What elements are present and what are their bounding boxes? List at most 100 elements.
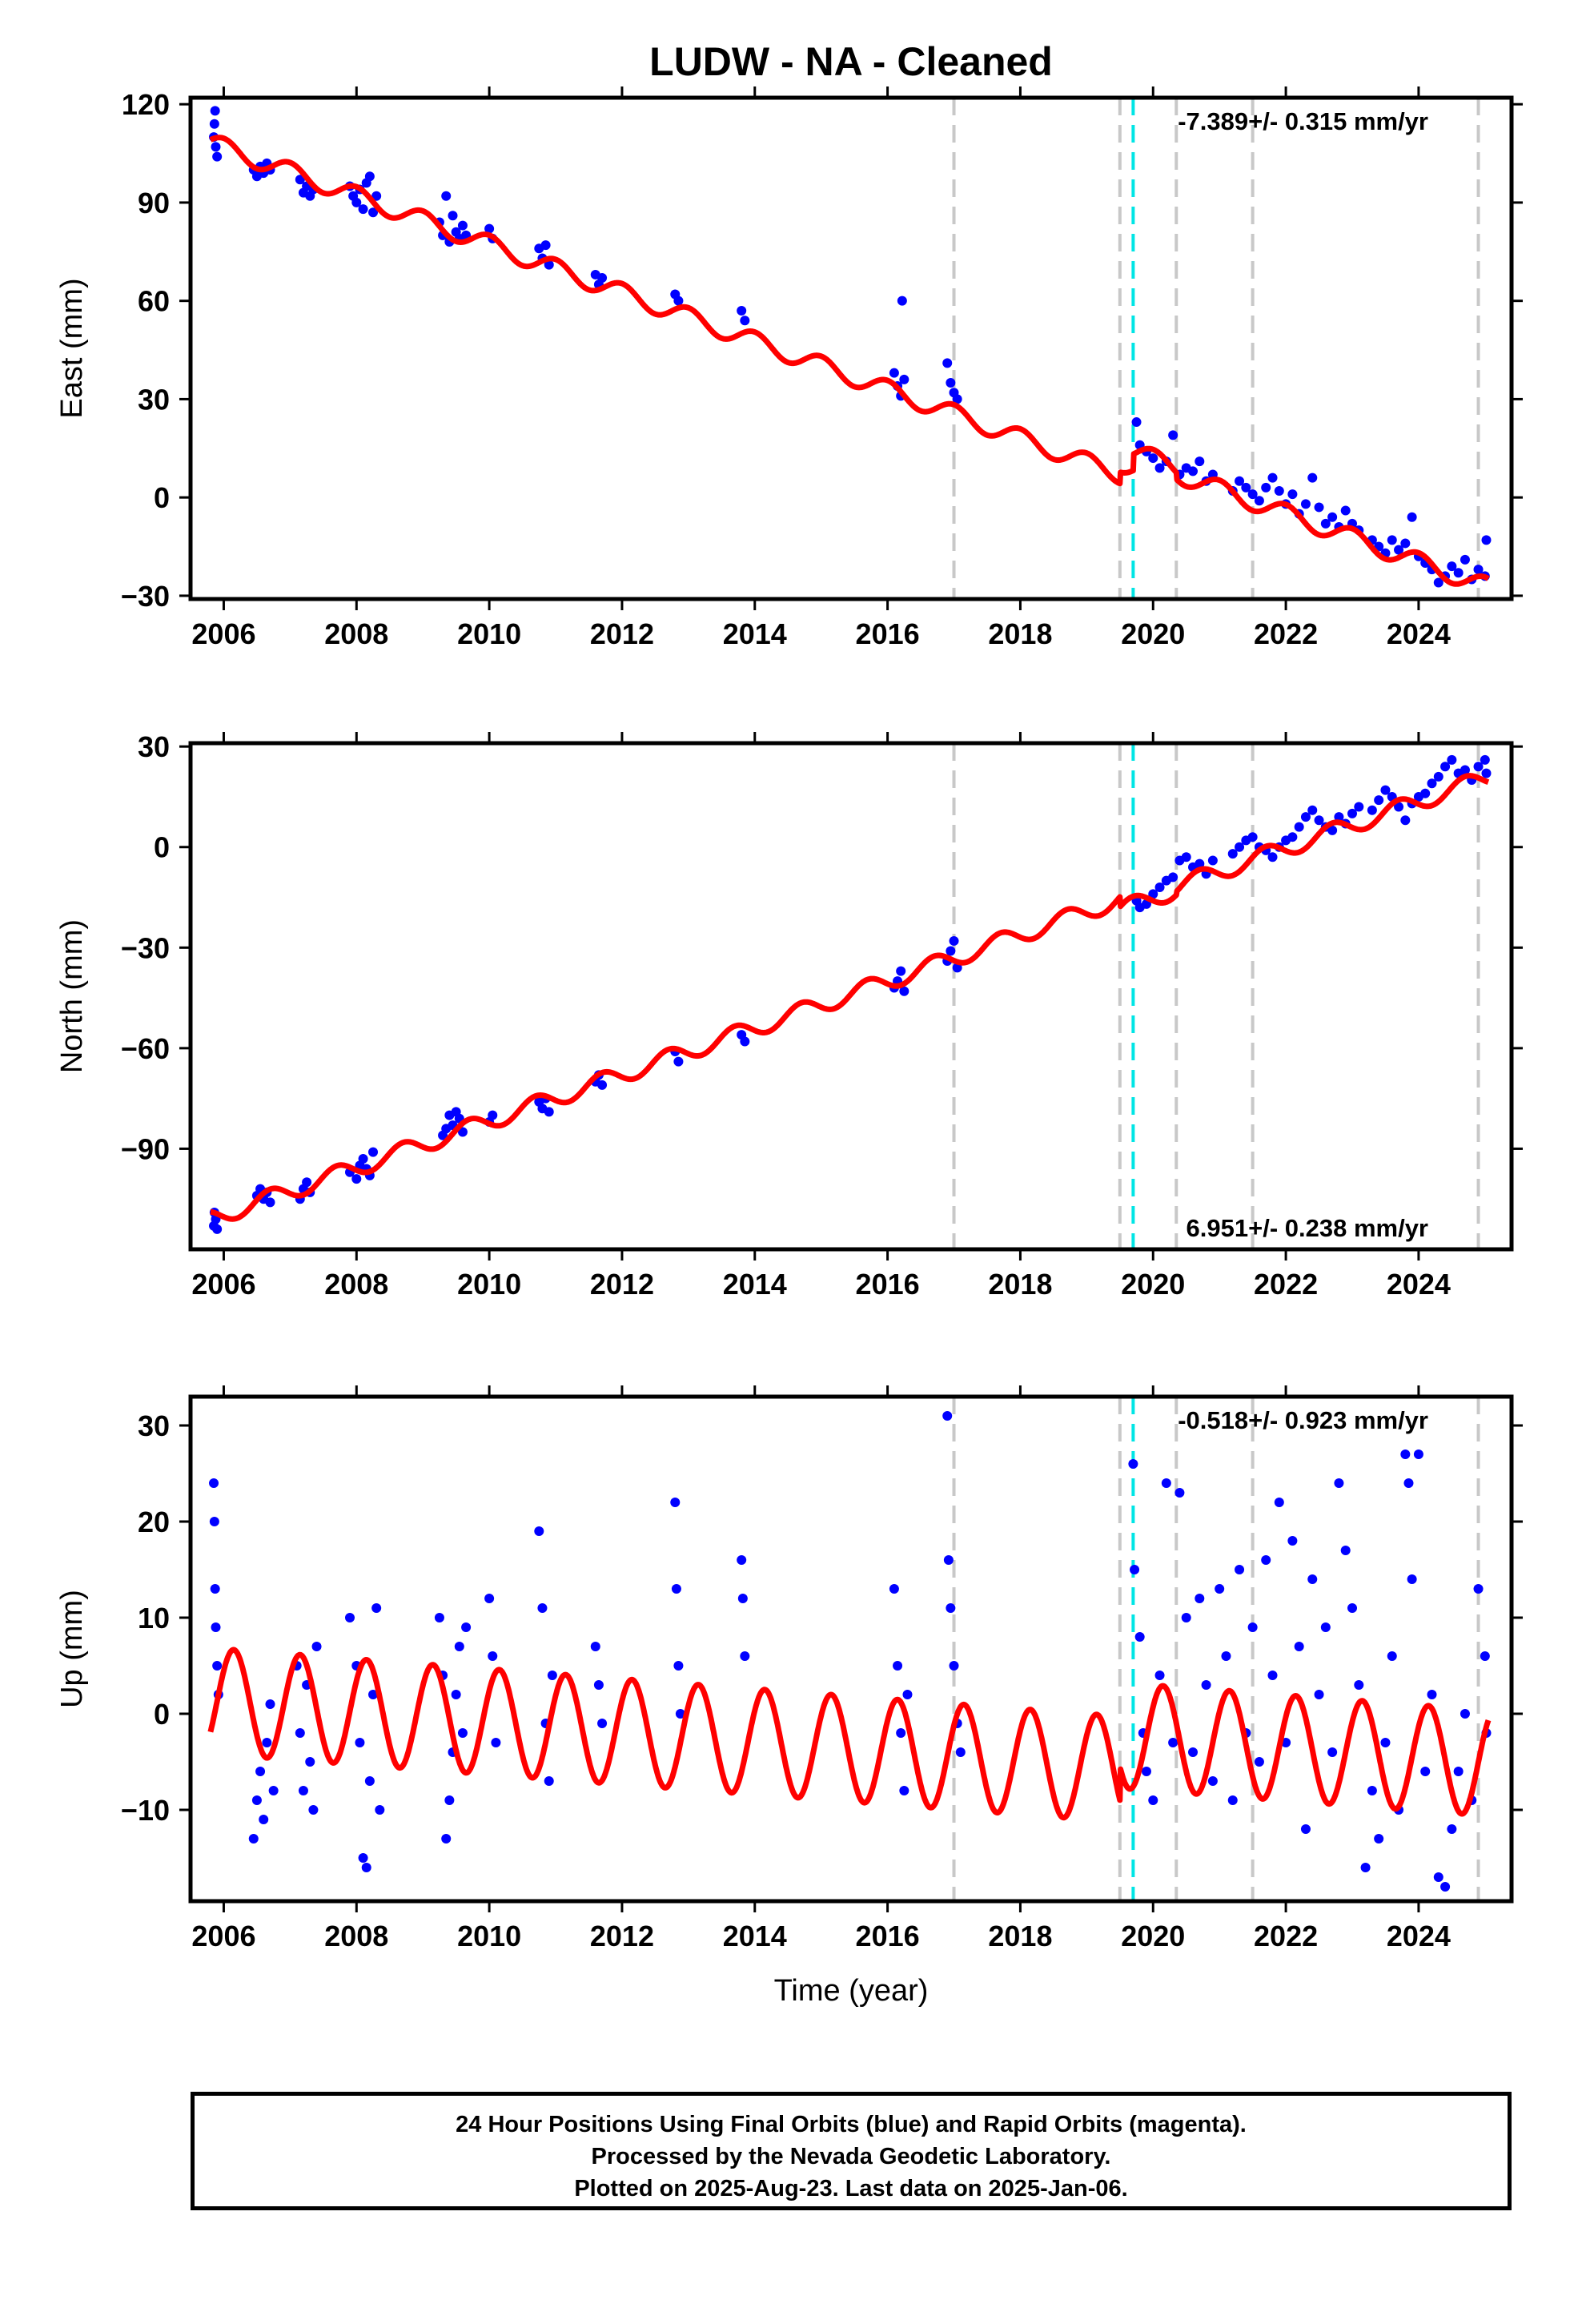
- data-point: [942, 1411, 953, 1421]
- data-point: [1354, 802, 1364, 812]
- x-tick-label: 2012: [590, 617, 654, 650]
- data-point: [1433, 1872, 1443, 1882]
- model-fit-line: [208, 135, 1491, 587]
- y-tick-label: −30: [121, 580, 170, 613]
- x-tick-label: 2020: [1121, 1268, 1185, 1301]
- data-point: [1440, 1882, 1451, 1892]
- data-point: [952, 963, 962, 973]
- data-point: [265, 1197, 275, 1208]
- data-point: [1407, 512, 1417, 522]
- data-point: [209, 1517, 219, 1526]
- data-point: [1174, 1488, 1185, 1498]
- data-point: [262, 1738, 272, 1747]
- data-point: [896, 966, 906, 976]
- data-point: [1460, 1709, 1470, 1719]
- data-point: [351, 1174, 362, 1184]
- data-point: [491, 1738, 501, 1747]
- data-point: [1207, 1776, 1218, 1786]
- data-point: [534, 1526, 544, 1536]
- data-point: [943, 1555, 954, 1565]
- panel-1: 2006 2008 2010 2012 2014 2016 2018 2020 2022 2024…: [55, 86, 1523, 650]
- data-point: [673, 1661, 684, 1671]
- y-tick-label: 60: [138, 285, 170, 318]
- data-point: [1427, 1690, 1437, 1699]
- data-point: [1181, 852, 1191, 862]
- data-point: [1130, 1565, 1140, 1574]
- data-point: [1195, 1594, 1205, 1603]
- data-point: [1413, 1449, 1423, 1459]
- data-point: [268, 1786, 279, 1795]
- data-point: [361, 1863, 371, 1872]
- data-point: [265, 1699, 275, 1709]
- data-point: [371, 1603, 382, 1613]
- x-tick-label: 2020: [1121, 1920, 1185, 1952]
- data-point: [1440, 762, 1451, 772]
- x-axis-label: Time (year): [774, 1974, 929, 2008]
- data-point: [1154, 882, 1165, 892]
- data-point: [1347, 808, 1358, 818]
- data-point: [441, 1834, 452, 1844]
- y-tick-label: 120: [122, 88, 170, 121]
- data-point: [1367, 1786, 1377, 1795]
- data-point: [454, 1642, 464, 1651]
- data-point: [597, 1080, 608, 1090]
- data-point: [308, 1805, 319, 1815]
- data-point: [1374, 795, 1384, 806]
- data-point: [351, 197, 362, 207]
- x-tick-label: 2024: [1387, 1920, 1451, 1952]
- data-point: [1181, 1613, 1191, 1622]
- data-point: [1235, 476, 1245, 486]
- data-point: [1354, 1680, 1364, 1690]
- data-point: [1314, 1690, 1324, 1699]
- x-tick-label: 2008: [324, 1920, 388, 1952]
- data-point: [210, 106, 220, 116]
- data-point: [1481, 768, 1492, 778]
- data-point: [1320, 518, 1331, 529]
- data-point: [673, 296, 684, 306]
- data-point: [1261, 482, 1271, 493]
- data-point: [1188, 1747, 1199, 1757]
- x-tick-label: 2022: [1254, 1920, 1318, 1952]
- data-point: [461, 1622, 472, 1632]
- x-tick-label: 2022: [1254, 617, 1318, 650]
- data-point: [899, 986, 909, 996]
- data-point: [305, 1757, 315, 1767]
- data-point: [434, 1613, 444, 1622]
- data-point: [1347, 1603, 1358, 1613]
- data-point: [1215, 1584, 1225, 1594]
- data-point: [1447, 754, 1457, 765]
- data-point: [1207, 855, 1218, 866]
- data-point: [1168, 872, 1178, 883]
- data-point: [1327, 825, 1338, 835]
- data-point: [1400, 815, 1411, 826]
- data-point: [1300, 1824, 1311, 1834]
- data-point: [441, 191, 452, 201]
- data-point: [1407, 1574, 1417, 1584]
- data-point: [949, 935, 959, 946]
- data-point: [593, 1680, 604, 1690]
- footer-line-3: Plotted on 2025-Aug-23. Last data on 202…: [574, 2176, 1128, 2201]
- data-point: [1387, 1651, 1397, 1661]
- data-point: [1453, 568, 1464, 578]
- data-point: [740, 316, 750, 326]
- y-tick-label: 90: [138, 187, 170, 219]
- data-point: [355, 1738, 365, 1747]
- plot-frame: [188, 1394, 1514, 1904]
- data-point: [298, 1786, 308, 1795]
- data-point: [1188, 466, 1199, 476]
- data-point: [537, 1603, 548, 1613]
- plot-area: [208, 743, 1492, 1249]
- data-point: [1267, 852, 1278, 862]
- x-tick-label: 2010: [457, 617, 521, 650]
- data-point: [255, 1767, 266, 1776]
- footer-line-1: 24 Hour Positions Using Final Orbits (bl…: [456, 2112, 1247, 2137]
- x-tick-label: 2008: [324, 617, 388, 650]
- data-point: [952, 394, 962, 404]
- y-tick-label: 10: [138, 1602, 170, 1634]
- y-tick-label: −90: [121, 1132, 170, 1165]
- data-point: [1314, 815, 1324, 826]
- x-tick-label: 2016: [856, 617, 920, 650]
- data-point: [251, 1795, 262, 1805]
- data-point: [1300, 499, 1311, 509]
